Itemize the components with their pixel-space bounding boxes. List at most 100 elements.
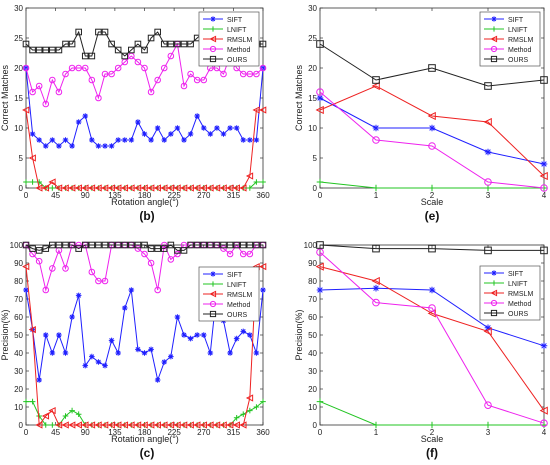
- data-point: [147, 34, 155, 42]
- x-tick-label: 360: [256, 191, 270, 200]
- data-point: [101, 277, 109, 285]
- data-point: [253, 350, 260, 356]
- data-point: [372, 284, 380, 292]
- data-point: [56, 332, 62, 338]
- y-tick-label: 50: [14, 331, 23, 340]
- panel-caption: (b): [139, 209, 154, 223]
- data-point: [187, 241, 194, 249]
- data-point: [35, 46, 43, 54]
- chart-panel-f: 0 1 2 3 40102030405060708090100ScalePrecisio…: [294, 241, 548, 460]
- data-point: [23, 398, 29, 405]
- data-point: [428, 304, 436, 312]
- data-point: [128, 241, 135, 249]
- data-point: [372, 184, 380, 192]
- series-ours: [22, 241, 267, 254]
- data-point: [540, 184, 548, 192]
- legend-marker: [209, 310, 217, 318]
- y-tick-label: 30: [14, 367, 23, 376]
- legend-marker: [209, 35, 217, 43]
- chart-panel-e: 0 1 2 3 4 0 5 10 15 20 25 30 Scale Correct Matches (e)…: [294, 4, 548, 223]
- data-point: [174, 247, 181, 254]
- data-point: [213, 241, 221, 249]
- y-tick-label: 100: [10, 241, 24, 250]
- x-tick-label: 315: [227, 191, 241, 200]
- y-tick-label: 70: [308, 295, 317, 304]
- data-point: [22, 106, 30, 114]
- panel-caption: (c): [140, 446, 155, 460]
- data-point: [48, 406, 56, 415]
- data-point: [101, 241, 109, 249]
- y-tick-label: 5: [313, 154, 318, 163]
- series-method: [316, 248, 548, 428]
- data-point: [372, 298, 380, 307]
- data-point: [246, 70, 254, 78]
- y-tick-label: 90: [308, 259, 317, 268]
- data-point: [49, 422, 56, 428]
- x-tick-label: 90: [81, 191, 90, 200]
- data-point: [180, 82, 188, 90]
- data-point: [372, 136, 380, 144]
- series-method: [22, 40, 267, 108]
- x-tick-label: 45: [51, 191, 60, 200]
- data-point: [233, 125, 240, 131]
- series-line: [319, 266, 545, 411]
- data-point: [69, 407, 75, 414]
- data-point: [484, 82, 492, 90]
- data-point: [245, 394, 254, 402]
- series-line: [25, 266, 263, 427]
- data-point: [428, 244, 436, 253]
- data-point: [371, 276, 380, 286]
- x-axis-label: Scale: [421, 197, 444, 207]
- data-point: [36, 137, 42, 143]
- data-point: [154, 377, 161, 383]
- data-point: [55, 46, 63, 54]
- y-tick-label: 20: [14, 64, 23, 73]
- data-point: [22, 241, 30, 249]
- y-tick-label: 5: [19, 154, 24, 163]
- data-point: [62, 265, 69, 272]
- data-point: [259, 106, 267, 114]
- data-point: [427, 111, 436, 121]
- y-tick-label: 0: [313, 421, 318, 430]
- legend-marker: [491, 26, 497, 32]
- data-point: [147, 259, 155, 267]
- series-ours: [316, 40, 548, 90]
- data-point: [207, 350, 214, 356]
- data-point: [540, 160, 548, 168]
- y-tick-label: 60: [14, 313, 23, 322]
- legend-label: OURS: [227, 57, 248, 64]
- data-point: [49, 137, 56, 143]
- data-point: [484, 148, 492, 156]
- legend-label: SIFT: [508, 271, 524, 278]
- data-point: [82, 113, 89, 119]
- data-point: [108, 70, 115, 78]
- data-point: [36, 179, 42, 185]
- data-point: [95, 359, 102, 365]
- data-point: [23, 287, 29, 293]
- data-point: [23, 179, 29, 185]
- data-point: [161, 359, 168, 365]
- data-point: [42, 100, 50, 108]
- data-point: [260, 398, 266, 405]
- y-tick-label: 60: [308, 313, 317, 322]
- data-point: [81, 64, 89, 72]
- data-point: [29, 88, 36, 96]
- data-point: [88, 76, 96, 84]
- x-axis-label: Scale: [421, 434, 444, 444]
- data-point: [95, 28, 102, 36]
- legend-marker: [209, 290, 217, 298]
- series-line: [25, 42, 264, 106]
- data-point: [36, 377, 42, 383]
- data-point: [253, 70, 260, 78]
- data-point: [55, 241, 63, 249]
- legend-marker: [490, 299, 498, 307]
- legend-marker: [210, 281, 216, 287]
- data-point: [134, 58, 142, 66]
- data-point: [253, 404, 260, 410]
- data-point: [55, 88, 63, 96]
- data-point: [484, 421, 492, 429]
- data-point: [42, 332, 49, 338]
- data-point: [114, 46, 122, 54]
- series-rmslm: [315, 81, 548, 181]
- data-point: [540, 76, 548, 84]
